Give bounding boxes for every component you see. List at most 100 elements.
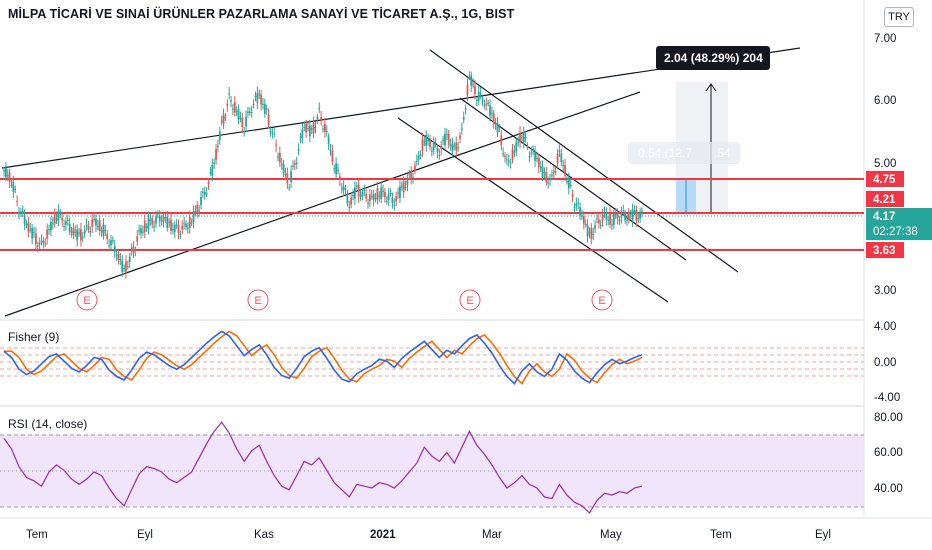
time-axis: Tem Eyl Kas 2021 Mar May Tem Eyl [26,529,831,541]
candle-body [631,209,634,221]
candle-body [414,165,416,171]
candle-body [470,75,473,86]
candle-body [72,227,75,236]
candle-body [126,266,129,268]
candle-body [355,185,358,187]
measure-label-secondary-bg [628,142,740,164]
candle-body [468,77,471,79]
candle-body [622,210,625,212]
candle-body [490,112,493,114]
candle-body [586,225,589,237]
candle-body [536,157,538,159]
svg-text:E: E [83,295,90,307]
candle-body [78,232,80,234]
candle-body [425,134,428,146]
candle-body [42,240,45,243]
candle-body [14,189,17,191]
candle-body [415,160,418,162]
candle-body [457,147,460,149]
candle-body [307,128,309,130]
candle-body [485,103,488,105]
candle-body [12,181,15,192]
candle-body [27,222,30,232]
candle-body [247,111,249,113]
rsi-tick-label: 60.00 [874,447,903,459]
candle-body [547,182,550,184]
candle-body [286,173,289,184]
level-tag-4-21: 4.21 [873,194,896,206]
candle-body [382,190,384,192]
candle-body [55,218,58,220]
candle-body [412,177,414,179]
rsi-tick-label: 80.00 [874,412,903,424]
rsi-pane-title[interactable]: RSI (14, close) [8,417,88,431]
candle-body [611,224,613,226]
candle-body [393,204,396,206]
earnings-markers[interactable]: E E E E [76,289,613,311]
candle-body [363,189,366,191]
last-price-tag: 4.17 [873,211,895,223]
candles[interactable] [3,71,643,279]
candle-body [449,145,452,147]
candle-body [455,142,458,151]
candle-body [190,222,193,224]
candle-body [59,213,62,215]
candle-body [367,202,369,204]
candle-body [87,225,90,230]
candle-body [6,175,9,177]
fisher-pane-title[interactable]: Fisher (9) [8,330,60,344]
candle-body [378,195,381,197]
candle-body [639,213,642,219]
candle-body [61,217,64,221]
candle-body [18,213,20,215]
candle-body [265,108,268,110]
candle-body [181,225,184,230]
candle-body [31,228,34,239]
candle-body [96,226,99,228]
currency-button[interactable]: TRY [884,7,914,27]
candle-body [156,213,159,215]
candle-body [98,219,101,232]
candle-body [228,93,231,95]
candle-body [509,162,512,164]
rsi-pane[interactable]: 80.00 60.00 40.00 [0,412,903,514]
candle-body [269,130,272,132]
candle-body [556,154,559,163]
candle-body [438,155,441,157]
candle-body [10,184,13,186]
candle-body [141,231,144,233]
candle-body [483,105,486,107]
candle-body [149,219,152,221]
candle-body [188,216,191,228]
candle-body [262,104,264,106]
candle-body [35,233,37,245]
level-tag-3-63: 3.63 [873,245,895,257]
measure-arrow-head [705,83,717,92]
fisher-pane[interactable]: 4.00 0.00 -4.00 [0,321,900,404]
candle-body [329,149,332,151]
horizontal-levels[interactable] [0,178,864,251]
candle-body [295,162,298,164]
candle-body [40,240,43,242]
candle-body [252,104,255,106]
candle-body [211,164,214,176]
candle-body [624,213,627,221]
candle-body [571,194,574,197]
candle-body [618,220,621,222]
candle-body [369,194,371,202]
candle-body [185,223,187,228]
candle-body [179,234,182,236]
earnings-marker: E [591,289,613,311]
candle-body [560,153,563,163]
candle-body [564,164,566,176]
candle-body [256,92,259,103]
candle-body [106,234,109,239]
candle-body [111,240,114,242]
candle-body [292,165,294,167]
candle-body [327,136,330,145]
candle-body [322,128,324,130]
candle-body [293,163,296,165]
candle-body [430,150,433,152]
measure-label-primary-bg[interactable] [656,46,770,70]
